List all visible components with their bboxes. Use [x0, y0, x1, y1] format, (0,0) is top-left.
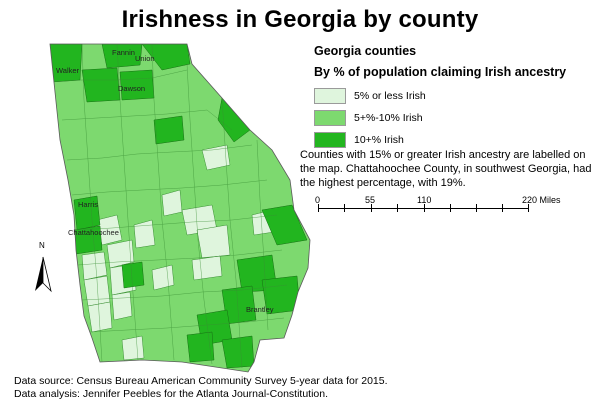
scale-line [318, 208, 528, 209]
county-light [106, 239, 135, 269]
scale-tick [476, 204, 477, 212]
county-dark [261, 204, 308, 246]
legend-swatch-low [314, 88, 346, 104]
county-dark [121, 261, 145, 289]
county-label-dawson: Dawson [118, 84, 146, 93]
scale-bar: 0 55 110 220 Miles [310, 195, 595, 225]
county-dark [221, 335, 255, 369]
scale-label-55: 55 [365, 195, 376, 205]
scale-label-220: 220 Miles [522, 195, 561, 205]
legend-item-high: 10+% Irish [314, 129, 594, 151]
county-label-fannin: Fannin [112, 48, 135, 57]
county-light [111, 291, 133, 321]
scale-tick [371, 204, 372, 212]
county-dark [153, 115, 185, 145]
county-light [196, 224, 231, 259]
source-line-1: Data source: Census Bureau American Comm… [14, 375, 388, 387]
county-label-harris: Harris [78, 200, 98, 209]
map-title: Irishness in Georgia by county [121, 6, 479, 33]
scale-tick [318, 204, 319, 212]
scale-label-0: 0 [315, 195, 321, 205]
county-label-walker: Walker [56, 66, 80, 75]
county-label-brantley: Brantley [246, 305, 274, 314]
legend-swatch-high [314, 132, 346, 148]
county-light [191, 255, 223, 281]
county-light [133, 219, 156, 249]
county-fill-group [50, 44, 310, 372]
county-boundaries [51, 44, 288, 369]
county-label-union: Union [135, 54, 155, 63]
legend-title: Georgia counties [314, 44, 417, 58]
legend-label-low: 5% or less Irish [354, 90, 426, 102]
county-dark [186, 331, 215, 363]
legend-label-high: 10+% Irish [354, 134, 404, 146]
county-light [87, 301, 113, 333]
map-note: Counties with 15% or greater Irish ances… [300, 149, 592, 189]
scale-tick [502, 204, 503, 212]
georgia-county-map [49, 43, 311, 373]
scale-tick [450, 204, 451, 212]
county-dark [81, 67, 121, 103]
data-source: Data source: Census Bureau American Comm… [14, 375, 388, 401]
north-arrow: N [33, 241, 57, 293]
legend-label-mid: 5+%-10% Irish [354, 112, 423, 124]
source-line-2: Data analysis: Jennifer Peebles for the … [14, 388, 329, 400]
county-light [121, 335, 145, 361]
scale-tick [344, 204, 345, 212]
county-dark [73, 195, 101, 231]
counties-light [81, 144, 275, 361]
scale-tick [424, 204, 425, 212]
legend-item-mid: 5+%-10% Irish [314, 107, 594, 129]
legend-subtitle: By % of population claiming Irish ancest… [314, 65, 567, 79]
county-light [201, 144, 231, 171]
state-outline [49, 43, 311, 373]
legend: Georgia counties By % of population clai… [314, 44, 594, 151]
legend-item-low: 5% or less Irish [314, 85, 594, 107]
north-label: N [39, 241, 45, 250]
scale-tick [397, 204, 398, 212]
county-light [161, 189, 183, 217]
scale-tick [528, 204, 529, 212]
county-light [81, 251, 108, 281]
county-dark [141, 44, 191, 71]
county-label-chattahoochee: Chattahoochee [68, 228, 119, 237]
georgia-map: Fannin Union Walker Dawson Harris Chatta… [22, 40, 322, 380]
county-dark [50, 44, 83, 83]
north-arrow-icon [35, 256, 52, 293]
legend-swatch-mid [314, 110, 346, 126]
county-dark [101, 44, 143, 69]
scale-label-110: 110 [417, 195, 432, 205]
counties-dark [50, 44, 308, 369]
